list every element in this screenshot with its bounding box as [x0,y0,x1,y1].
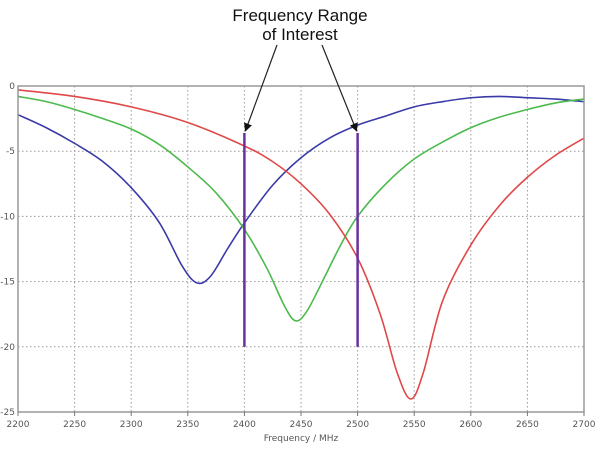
x-tick-label: 2250 [63,420,86,430]
series-group [17,89,585,400]
annotation-arrows [244,44,358,132]
x-tick-label: 2650 [516,420,539,430]
annotation-line-2: of Interest [262,25,338,44]
x-tick-label: 2300 [120,420,143,430]
y-tick-label: 0 [9,82,15,92]
x-axis-label: Frequency / MHz [264,434,339,444]
arrow-left [244,44,278,132]
range-markers [243,132,359,347]
arrow-right [321,44,358,132]
y-tick-label: -10 [0,212,15,222]
annotation-line-1: Frequency Range [232,6,367,25]
series-line-3 [17,89,585,400]
x-tick-label: 2500 [346,420,369,430]
x-tick-label: 2600 [459,420,482,430]
y-ticks: 0 -5 -10 -15 -20 -25 [0,82,15,418]
x-ticks: 2200 2250 2300 2350 2400 2450 2500 2550 2600 2650… [7,412,596,430]
series-line-1 [17,95,585,285]
y-tick-label: -25 [0,408,15,418]
x-tick-label: 2200 [7,420,30,430]
x-tick-label: 2450 [290,420,313,430]
x-tick-label: 2550 [403,420,426,430]
x-tick-label: 2400 [233,420,256,430]
x-tick-label: 2700 [573,420,596,430]
x-tick-label: 2350 [176,420,199,430]
series-line-2 [17,95,585,322]
y-tick-label: -5 [6,147,15,157]
grid [18,86,584,412]
y-tick-label: -20 [0,343,15,353]
y-tick-label: -15 [0,278,15,288]
